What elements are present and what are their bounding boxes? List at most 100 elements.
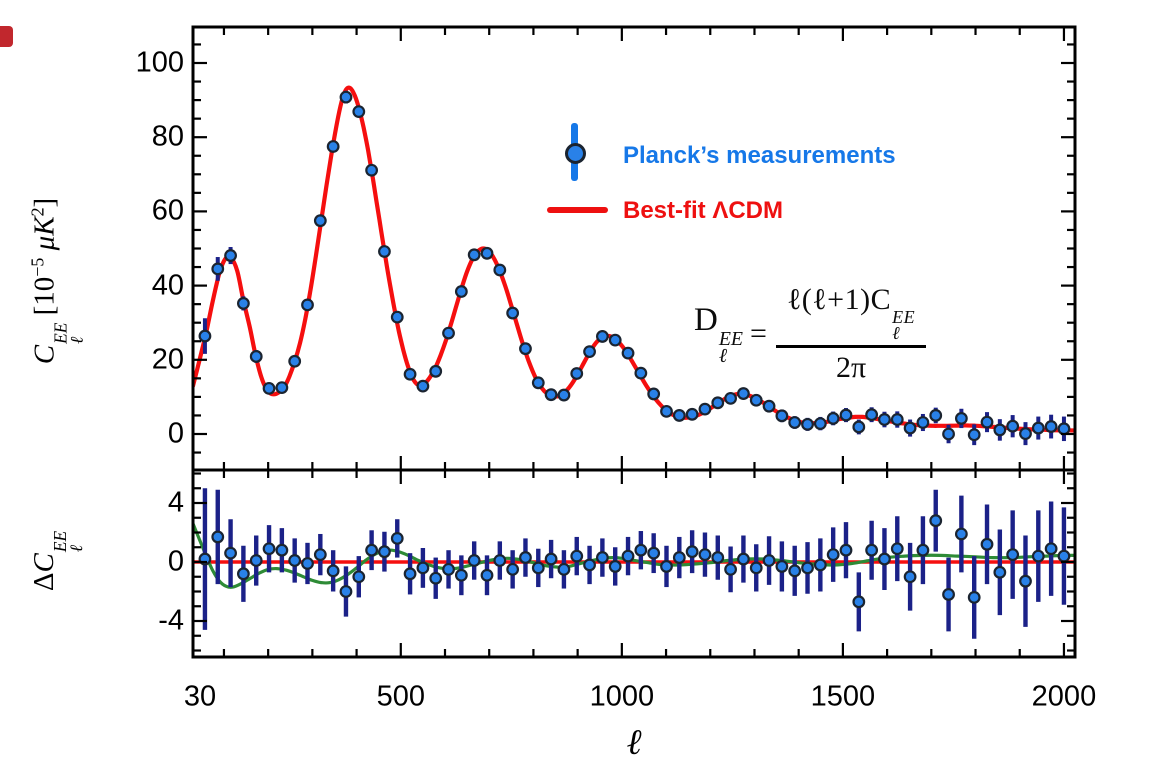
data-point xyxy=(1057,422,1071,436)
data-point xyxy=(954,412,968,425)
residual-point xyxy=(454,568,468,582)
data-point xyxy=(531,376,545,390)
data-point xyxy=(442,326,455,340)
data-point xyxy=(878,413,891,426)
residual-point xyxy=(557,562,571,576)
data-point xyxy=(685,407,699,421)
data-point xyxy=(749,393,763,407)
residual-point xyxy=(967,591,981,604)
residual-point xyxy=(544,552,558,566)
residual-point xyxy=(519,551,532,564)
data-point xyxy=(826,412,840,425)
data-point xyxy=(416,379,430,393)
data-point xyxy=(762,399,776,413)
data-point xyxy=(429,364,443,378)
bottom-panel xyxy=(193,488,1075,639)
bottom-panel-frame xyxy=(191,468,1077,659)
data-point xyxy=(480,246,494,260)
residual-point xyxy=(954,527,968,541)
residual-point xyxy=(467,554,481,567)
residual-point xyxy=(749,561,763,575)
axis-ticks xyxy=(193,27,1075,657)
residual-point xyxy=(403,567,417,581)
residual-point xyxy=(634,543,648,557)
residual-point xyxy=(313,548,327,562)
data-point xyxy=(365,163,379,177)
x-tick-label: 1000 xyxy=(589,680,655,713)
data-point xyxy=(890,413,904,426)
data-point xyxy=(839,408,853,422)
y-tick-label-top: 100 xyxy=(135,46,184,79)
data-point xyxy=(595,330,609,343)
data-point xyxy=(813,417,827,431)
data-point xyxy=(557,388,571,402)
data-point xyxy=(916,416,930,429)
data-point xyxy=(403,367,417,381)
residual-point xyxy=(1057,549,1071,563)
data-point xyxy=(583,345,596,359)
data-point xyxy=(313,214,327,228)
data-point xyxy=(775,409,789,423)
residual-point xyxy=(531,561,545,575)
y-tick-label-top: 20 xyxy=(151,343,184,376)
data-point xyxy=(1031,421,1045,435)
data-point xyxy=(1006,419,1020,433)
residual-point xyxy=(801,561,814,575)
y-tick-label-top: 40 xyxy=(151,269,184,302)
residual-point xyxy=(762,554,776,567)
slide-corner-mark xyxy=(0,26,13,47)
data-point xyxy=(1044,420,1058,433)
residual-point xyxy=(301,557,314,570)
residual-point xyxy=(942,588,955,601)
residual-point xyxy=(672,551,686,564)
residual-point xyxy=(570,549,584,563)
residual-point xyxy=(326,564,340,578)
data-point xyxy=(352,105,366,119)
formula-numerator: ℓ(ℓ+1)C EE ℓ xyxy=(786,283,916,343)
residual-point xyxy=(903,570,917,584)
data-point xyxy=(301,298,314,312)
data-point xyxy=(288,354,302,368)
y-axis-label-bottom: ΔC EE ℓ xyxy=(27,530,86,592)
residual-point xyxy=(890,542,904,556)
residual-point xyxy=(416,561,430,575)
x-tick-label: 1500 xyxy=(810,680,876,713)
data-point xyxy=(570,367,584,380)
best-fit-curve xyxy=(193,85,1075,433)
data-point xyxy=(198,329,212,343)
y-tick-label-top: 60 xyxy=(151,194,184,227)
residual-point xyxy=(442,562,455,576)
residual-point xyxy=(993,565,1007,579)
formula-equals: = xyxy=(750,316,767,350)
top-panel-frame xyxy=(191,25,1077,472)
formula: D EE ℓ = ℓ(ℓ+1)C EE ℓ 2π xyxy=(694,283,927,385)
residual-point xyxy=(339,585,353,598)
residual-point xyxy=(480,568,494,582)
residual-point xyxy=(608,560,622,573)
residual-point xyxy=(647,546,661,560)
data-point xyxy=(339,90,353,104)
data-point xyxy=(660,404,673,418)
residual-point xyxy=(813,558,827,572)
residual-point xyxy=(660,560,673,573)
residual-point xyxy=(595,551,609,564)
residual-point xyxy=(1031,549,1045,563)
data-point xyxy=(519,342,532,356)
y-axis-label-top: C EE ℓ [10−5 μK2] xyxy=(27,197,86,365)
residual-point xyxy=(352,570,366,584)
residual-point xyxy=(839,543,853,557)
residual-point xyxy=(788,564,802,578)
data-point xyxy=(224,249,237,262)
data-point xyxy=(211,262,225,276)
residual-point xyxy=(621,549,635,563)
residual-point xyxy=(288,554,302,567)
residual-point xyxy=(711,551,725,564)
residual-point xyxy=(275,543,289,557)
residual-point xyxy=(698,548,712,562)
legend-label-lcdm: Best-fit ΛCDM xyxy=(623,197,783,224)
data-point xyxy=(275,381,289,395)
residual-point xyxy=(724,562,737,576)
y-tick-label-bottom: 0 xyxy=(167,545,184,578)
residual-point xyxy=(236,567,250,581)
